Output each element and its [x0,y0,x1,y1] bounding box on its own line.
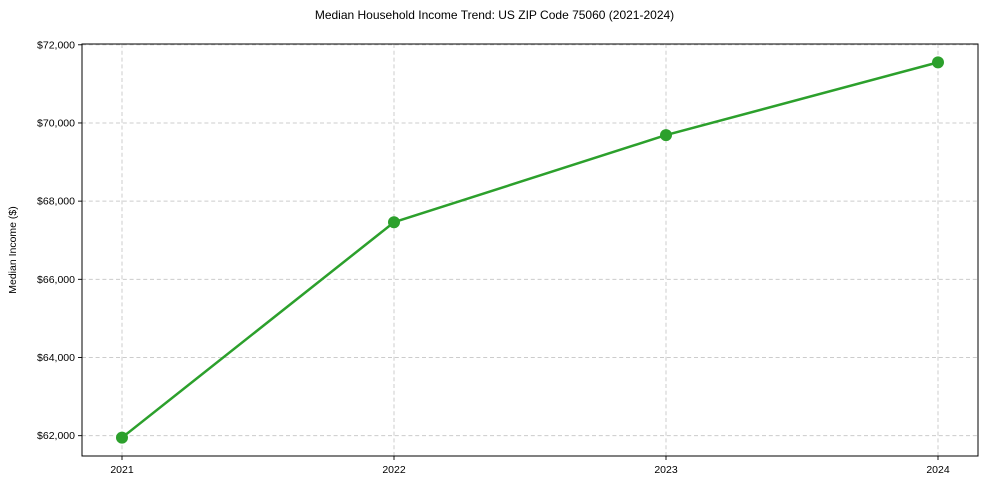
y-tick-label: $66,000 [37,274,75,286]
y-tick-label: $64,000 [37,352,75,364]
y-axis-title: Median Income ($) [7,206,20,294]
data-point [932,56,944,69]
x-tick-label: 2024 [926,464,950,476]
data-point [388,216,400,229]
plot-border [81,43,979,457]
x-tick-label: 2022 [382,464,406,476]
y-tick-label: $70,000 [37,117,75,129]
y-tick-label: $72,000 [37,39,75,51]
y-tick-label: $68,000 [37,196,75,208]
x-tick-label: 2021 [110,464,134,476]
x-tick-label: 2023 [654,464,678,476]
y-tick-label: $62,000 [37,430,75,442]
data-line [120,61,940,439]
chart-title: Median Household Income Trend: US ZIP Co… [314,8,675,22]
data-point [660,129,672,142]
y-axis-title-container: Median Income ($) [2,44,24,456]
data-point [116,431,128,444]
